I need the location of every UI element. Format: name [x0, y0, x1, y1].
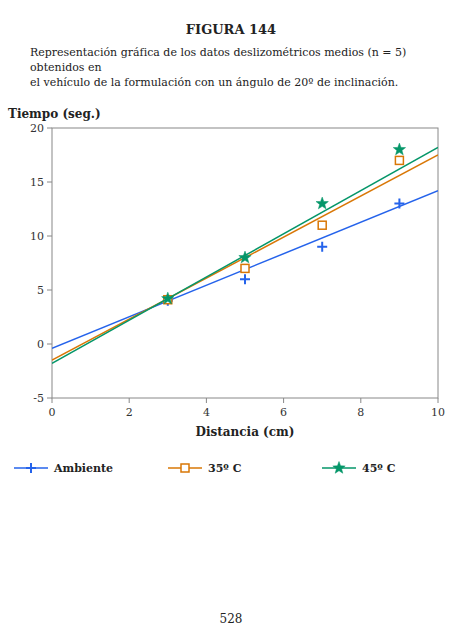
subtitle-line: Representación gráfica de los datos desl… — [30, 45, 444, 75]
x-tick-label: 6 — [280, 406, 287, 419]
x-axis-label: Distancia (cm) — [196, 425, 295, 439]
legend-marker — [26, 463, 36, 473]
data-point — [241, 264, 249, 272]
x-tick — [360, 398, 361, 403]
chart-area: 0 2 4 6 8 10 -5 0 5 10 15 20 Distancia (cm) Tiempo (s… — [0, 98, 462, 498]
y-tick-label: 5 — [37, 284, 44, 297]
y-tick — [47, 290, 52, 291]
plot-data — [52, 143, 438, 363]
data-point — [239, 251, 251, 263]
y-tick-label: 0 — [37, 338, 44, 351]
y-tick — [47, 344, 52, 345]
x-tick — [52, 398, 53, 403]
x-tick-label: 10 — [431, 406, 445, 419]
y-tick-label: 20 — [30, 122, 44, 135]
y-tick-label: 15 — [30, 176, 44, 189]
plot-frame — [52, 128, 438, 398]
title: FIGURA 144 — [16, 22, 446, 37]
y-tick — [47, 398, 52, 399]
fit-line — [52, 147, 438, 363]
data-point — [395, 156, 403, 164]
subtitle-line: el vehículo de la formulación con un áng… — [30, 75, 444, 90]
legend-label: Ambiente — [53, 462, 113, 475]
y-tick — [47, 182, 52, 183]
fit-line — [52, 155, 438, 360]
x-tick — [129, 398, 130, 403]
data-point — [318, 221, 326, 229]
data-point — [316, 197, 328, 209]
x-tick-label: 4 — [203, 406, 210, 419]
data-point — [162, 292, 174, 304]
data-point — [394, 199, 404, 209]
legend: Ambiente 35º C 45º C — [14, 462, 396, 476]
fit-line — [52, 191, 438, 349]
y-tick-label: 10 — [30, 230, 44, 243]
axes: 0 2 4 6 8 10 -5 0 5 10 15 20 — [30, 122, 445, 419]
subtitle: Representación gráfica de los datos desl… — [0, 45, 462, 90]
chart: 0 2 4 6 8 10 -5 0 5 10 15 20 Distancia (cm) Tiempo (s… — [0, 98, 462, 498]
data-point — [240, 274, 250, 284]
legend-marker — [181, 464, 189, 472]
x-tick — [283, 398, 284, 403]
x-tick-label: 0 — [49, 406, 56, 419]
y-tick — [47, 128, 52, 129]
x-tick — [438, 398, 439, 403]
y-tick-label: -5 — [33, 392, 44, 405]
data-point — [393, 143, 405, 155]
data-point — [317, 242, 327, 252]
page-number: 528 — [0, 612, 462, 626]
legend-label: 35º C — [208, 462, 242, 475]
legend-marker — [333, 462, 345, 474]
x-tick — [206, 398, 207, 403]
y-axis-label: Tiempo (seg.) — [8, 107, 101, 121]
x-tick-label: 2 — [126, 406, 133, 419]
legend-label: 45º C — [362, 462, 396, 475]
y-tick — [47, 236, 52, 237]
x-tick-label: 8 — [357, 406, 364, 419]
